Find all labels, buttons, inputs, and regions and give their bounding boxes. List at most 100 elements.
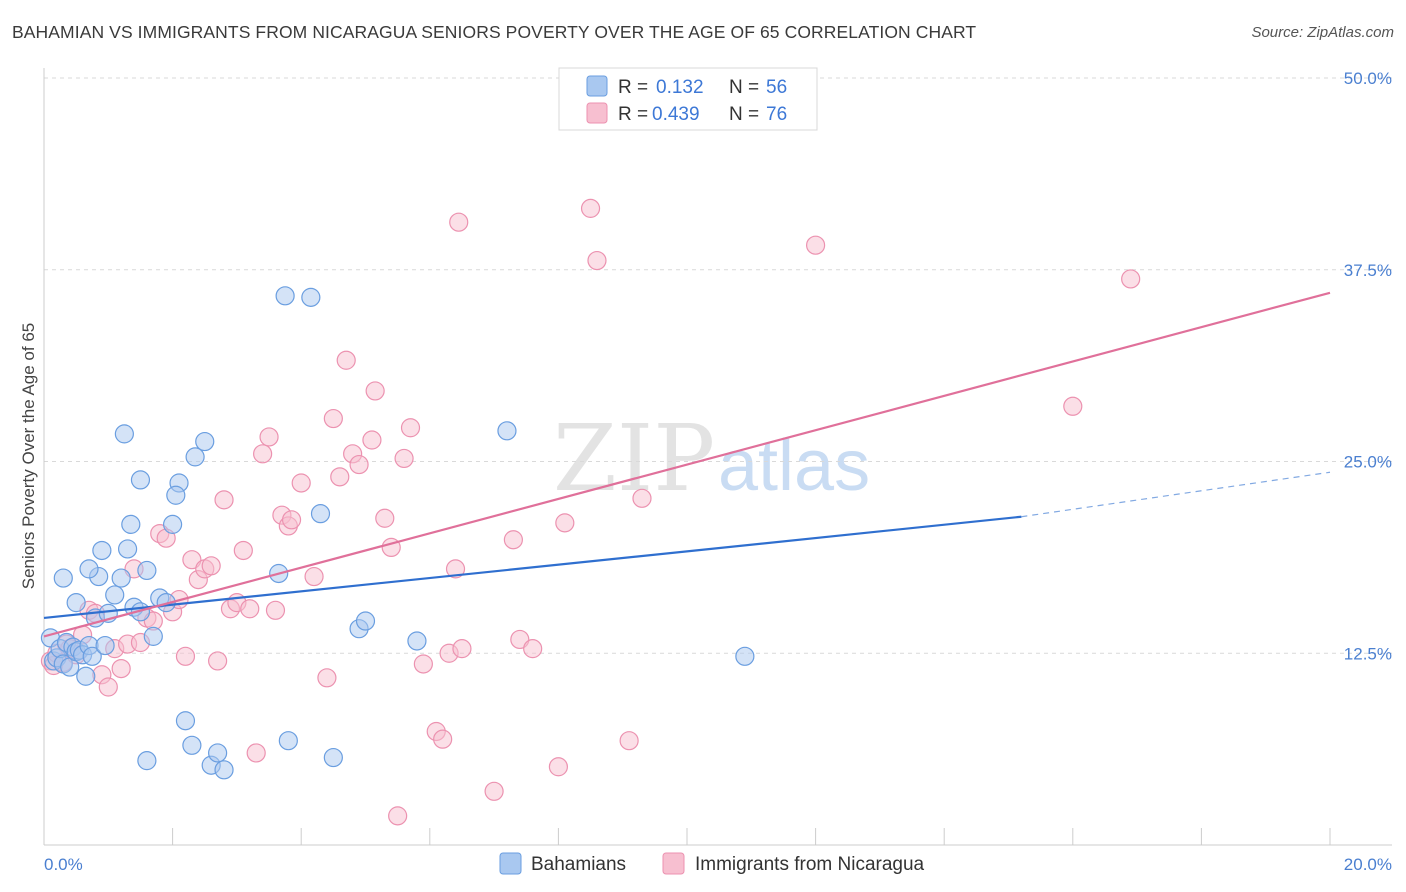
point-nicaragua <box>587 250 607 271</box>
trend-lines <box>43 291 1331 638</box>
point-nicaragua <box>362 430 382 450</box>
legend-swatch-nicaragua <box>586 102 608 124</box>
point-nicaragua <box>246 743 266 763</box>
y-tick-label: 50.0% <box>1344 69 1392 88</box>
point-nicaragua <box>111 658 131 679</box>
legend-r-value-nicaragua: 0.439 <box>652 104 700 125</box>
y-tick-label: 25.0% <box>1344 453 1392 472</box>
point-bahamians <box>53 568 73 588</box>
point-bahamians <box>105 585 125 605</box>
point-nicaragua <box>214 490 234 510</box>
legend-swatch-bahamians <box>586 75 608 97</box>
point-nicaragua <box>619 731 639 751</box>
point-nicaragua <box>632 488 652 508</box>
point-nicaragua <box>400 418 421 438</box>
point-nicaragua <box>259 427 279 447</box>
bottom-legend-label-nicaragua: Immigrants from Nicaragua <box>695 854 925 875</box>
point-bahamians <box>166 485 186 505</box>
legend-n-value-nicaragua: 76 <box>766 104 787 125</box>
axes <box>43 68 1392 846</box>
point-nicaragua <box>375 508 395 528</box>
point-nicaragua <box>523 639 543 659</box>
point-bahamians <box>95 635 115 656</box>
point-nicaragua <box>394 448 414 469</box>
point-nicaragua <box>365 381 385 401</box>
point-nicaragua <box>330 467 350 487</box>
point-bahamians <box>79 559 99 579</box>
point-nicaragua <box>323 408 343 429</box>
point-nicaragua <box>1121 269 1141 289</box>
bottom-legend-label-bahamians: Bahamians <box>531 854 626 875</box>
point-nicaragua <box>388 806 408 826</box>
point-bahamians <box>121 514 141 534</box>
gridlines <box>44 77 1392 654</box>
point-bahamians <box>66 593 86 613</box>
point-nicaragua <box>503 530 523 550</box>
point-nicaragua <box>291 473 311 493</box>
source-label: Source: ZipAtlas.com <box>1251 24 1394 41</box>
series-nicaragua-points <box>40 198 1141 826</box>
point-bahamians <box>114 424 134 444</box>
point-bahamians <box>185 447 205 467</box>
point-nicaragua <box>304 566 324 587</box>
point-nicaragua <box>449 212 469 232</box>
point-nicaragua <box>240 599 260 619</box>
point-bahamians <box>214 760 234 780</box>
point-bahamians <box>195 431 215 452</box>
x-ticks <box>172 828 1331 845</box>
trend-line-bahamians-extension <box>1021 471 1331 518</box>
point-nicaragua <box>98 677 118 697</box>
point-bahamians <box>278 731 298 751</box>
point-nicaragua <box>1063 396 1083 416</box>
x-tick-label-min: 0.0% <box>44 855 83 874</box>
point-nicaragua <box>336 350 356 370</box>
point-bahamians <box>355 611 376 631</box>
point-nicaragua <box>452 639 472 659</box>
point-bahamians <box>323 747 343 768</box>
watermark-atlas: atlas <box>718 426 870 506</box>
bottom-legend: Bahamians Immigrants from Nicaragua <box>499 852 925 875</box>
series-bahamians-points <box>40 286 755 780</box>
point-nicaragua <box>580 198 601 218</box>
point-bahamians <box>310 504 331 524</box>
point-nicaragua <box>281 510 302 530</box>
bottom-legend-swatch-nicaragua <box>662 852 685 875</box>
y-axis-label: Seniors Poverty Over the Age of 65 <box>19 323 38 589</box>
legend-n-value-bahamians: 56 <box>766 77 787 98</box>
legend-r-label: R = <box>618 77 648 98</box>
point-nicaragua <box>201 556 221 576</box>
point-nicaragua <box>208 651 228 671</box>
y-tick-labels: 12.5% 25.0% 37.5% 50.0% <box>1344 69 1392 663</box>
point-bahamians <box>301 287 321 307</box>
legend-n-label: N = <box>729 104 759 125</box>
point-nicaragua <box>349 454 369 475</box>
x-tick-label-max: 20.0% <box>1344 855 1392 874</box>
point-bahamians <box>208 743 228 763</box>
point-nicaragua <box>555 513 575 533</box>
point-nicaragua <box>484 781 504 801</box>
point-bahamians <box>111 568 131 588</box>
point-bahamians <box>735 646 755 666</box>
point-nicaragua <box>548 757 569 777</box>
point-bahamians <box>76 666 96 686</box>
point-nicaragua <box>413 654 433 674</box>
point-bahamians <box>175 711 196 731</box>
point-bahamians <box>130 470 151 490</box>
point-bahamians <box>163 514 183 534</box>
point-nicaragua <box>433 729 453 749</box>
legend-r-label: R = <box>618 104 648 125</box>
legend-r-value-bahamians: 0.132 <box>656 77 704 98</box>
point-bahamians <box>407 631 427 651</box>
point-bahamians <box>143 626 163 646</box>
point-bahamians <box>182 735 202 755</box>
legend-n-label: N = <box>729 77 759 98</box>
point-bahamians <box>117 539 138 559</box>
y-tick-label: 12.5% <box>1344 644 1392 663</box>
point-bahamians <box>137 560 157 581</box>
legend: R = 0.132 N = 56 R = 0.439 N = 76 <box>558 67 818 131</box>
point-bahamians <box>497 421 517 441</box>
point-nicaragua <box>445 559 466 579</box>
point-nicaragua <box>175 646 196 666</box>
point-bahamians <box>82 646 102 666</box>
